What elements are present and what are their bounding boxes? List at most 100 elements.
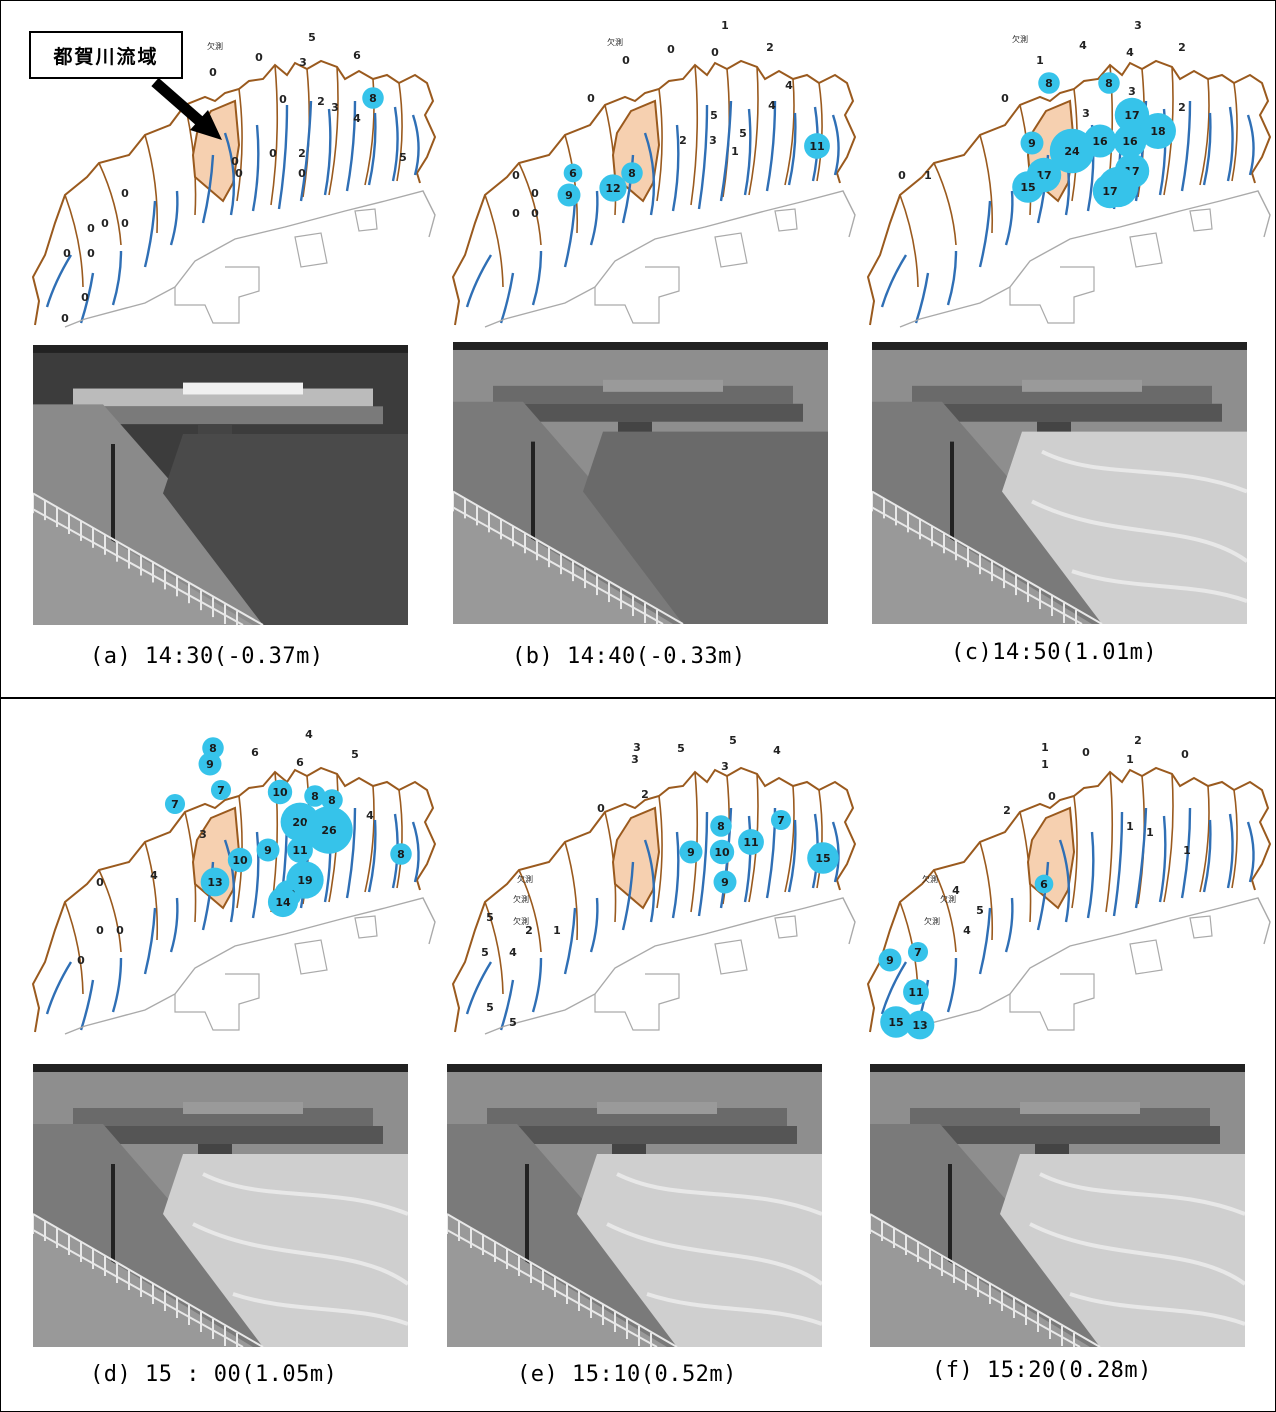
rain-value-label: 0 [231, 155, 239, 168]
rain-value-label: 9 [565, 189, 573, 202]
river-camera-photo-a [33, 345, 408, 625]
rain-circle [164, 793, 186, 815]
rain-value-label: 7 [217, 784, 225, 797]
rain-value-label: 0 [81, 291, 89, 304]
river-camera-photo-e [447, 1064, 822, 1347]
rain-value-label: 3 [1128, 85, 1136, 98]
missing-data-label: 欠測 [1012, 34, 1028, 44]
rain-circle [256, 838, 280, 862]
rain-value-label: 2 [1134, 734, 1142, 747]
rain-value-label: 9 [886, 954, 894, 967]
rain-circle [880, 1006, 912, 1038]
rain-circle [1034, 874, 1054, 894]
rain-value-label: 1 [1036, 54, 1044, 67]
rain-circle [198, 752, 222, 776]
rain-circle [557, 183, 581, 207]
rain-value-label: 17 [1102, 185, 1117, 198]
rain-value-label: 10 [714, 846, 730, 859]
rain-circle [563, 163, 583, 183]
rain-value-label: 7 [914, 946, 922, 959]
rain-value-label: 3 [331, 101, 339, 114]
rain-value-label: 0 [898, 169, 906, 182]
rain-value-label: 0 [96, 924, 104, 937]
rain-value-label: 26 [321, 824, 337, 837]
rain-value-label: 5 [710, 109, 718, 122]
missing-data-label: 欠測 [517, 874, 533, 884]
rainfall-map-c: 3442188017181616249171721151733201欠測 [866, 19, 1272, 328]
rain-value-label: 8 [209, 742, 217, 755]
rain-circle [1020, 131, 1044, 155]
rain-value-label: 3 [633, 741, 641, 754]
rain-value-label: 1 [1041, 741, 1049, 754]
rain-circle [1092, 173, 1128, 209]
rain-value-label: 15 [1020, 181, 1035, 194]
rain-value-label: 4 [773, 744, 781, 757]
rain-value-label: 0 [667, 43, 675, 56]
rain-value-label: 6 [569, 167, 577, 180]
rain-value-label: 17 [1124, 109, 1139, 122]
rain-value-label: 6 [251, 746, 259, 759]
rain-value-label: 0 [61, 312, 69, 325]
rain-circle [1038, 72, 1060, 94]
rain-value-label: 8 [397, 848, 405, 861]
rain-value-label: 1 [1146, 826, 1154, 839]
rain-value-label: 6 [1040, 878, 1048, 891]
rain-circle [1113, 124, 1147, 158]
panel-caption-f: (f) 15:20(0.28m) [932, 1358, 1152, 1383]
rain-value-label: 5 [739, 127, 747, 140]
rain-value-label: 11 [292, 844, 307, 857]
rain-value-label: 19 [297, 874, 312, 887]
rain-value-label: 8 [628, 167, 636, 180]
rain-value-label: 11 [908, 986, 923, 999]
rain-value-label: 9 [721, 876, 729, 889]
rain-value-label: 0 [1048, 790, 1056, 803]
rain-value-label: 0 [116, 924, 124, 937]
rain-value-label: 24 [1064, 145, 1080, 158]
rain-value-label: 0 [587, 92, 595, 105]
rain-value-label: 2 [1003, 804, 1011, 817]
rain-value-label: 3 [721, 760, 729, 773]
rain-circle [621, 162, 643, 184]
rain-circle [390, 843, 412, 865]
rain-value-label: 0 [269, 147, 277, 160]
rain-value-label: 4 [1079, 39, 1087, 52]
rain-value-label: 4 [785, 79, 793, 92]
rain-circle [200, 867, 230, 897]
rain-value-label: 0 [1001, 92, 1009, 105]
panel-caption-b: (b) 14:40(-0.33m) [512, 644, 746, 669]
rain-value-label: 0 [512, 207, 520, 220]
rain-circle [770, 809, 792, 831]
rain-value-label: 1 [721, 19, 729, 32]
rain-value-label: 6 [353, 49, 361, 62]
rain-value-label: 0 [101, 217, 109, 230]
missing-data-label: 欠測 [607, 37, 623, 47]
rain-value-label: 4 [305, 728, 313, 741]
rain-circle [1114, 97, 1150, 133]
rain-value-label: 8 [717, 820, 725, 833]
rain-value-label: 3 [1134, 19, 1142, 32]
rain-value-label: 8 [1045, 77, 1053, 90]
rain-value-label: 7 [171, 798, 179, 811]
panel-caption-c: (c)14:50(1.01m) [951, 640, 1158, 665]
rain-value-label: 1 [731, 145, 739, 158]
rain-value-label: 11 [809, 140, 824, 153]
rain-value-label: 3 [299, 56, 307, 69]
rain-value-label: 9 [264, 844, 272, 857]
rain-value-label: 2 [317, 95, 325, 108]
rain-value-label: 5 [486, 911, 494, 924]
rain-value-label: 10 [272, 786, 288, 799]
missing-data-label: 欠測 [940, 894, 956, 904]
rain-value-label: 9 [687, 846, 695, 859]
rain-value-label: 8 [369, 92, 377, 105]
basin-callout-label: 都賀川流域 [29, 31, 183, 79]
rain-value-label: 3 [199, 828, 207, 841]
rain-value-label: 0 [512, 169, 520, 182]
river-camera-photo-f [870, 1064, 1245, 1347]
rain-value-label: 2 [1178, 41, 1186, 54]
rain-circle [305, 806, 353, 854]
rain-value-label: 1 [1183, 844, 1191, 857]
rain-value-label: 0 [622, 54, 630, 67]
rain-circle [713, 870, 737, 894]
